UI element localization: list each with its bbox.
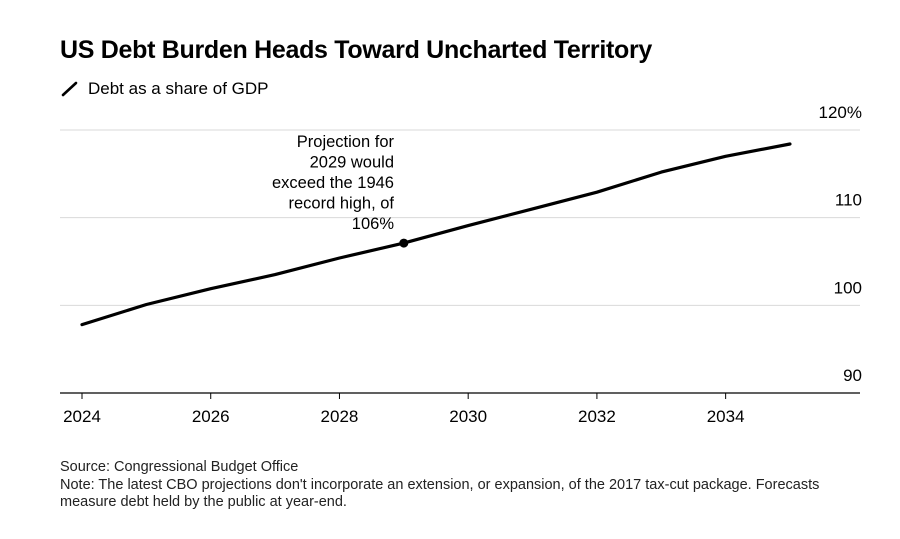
series-layer [80, 142, 792, 327]
x-tick-label: 2032 [578, 407, 616, 426]
annotation-marker [399, 238, 409, 248]
y-tick-label: 90 [843, 366, 862, 385]
annotation-line: 106% [352, 215, 395, 233]
legend-label: Debt as a share of GDP [88, 79, 269, 98]
footnote: Note: The latest CBO projections don't i… [60, 476, 820, 511]
chart-footer: Source: Congressional Budget Office Note… [60, 459, 850, 512]
y-tick-label: 100 [834, 278, 862, 297]
source-note: Source: Congressional Budget Office [60, 459, 299, 475]
chart-legend: Debt as a share of GDP [60, 79, 268, 99]
chart-title: US Debt Burden Heads Toward Uncharted Te… [60, 36, 653, 64]
x-tick-label: 2034 [707, 407, 745, 426]
series-line [80, 142, 792, 327]
y-tick-label: 120% [819, 103, 862, 122]
x-tick-label: 2024 [63, 407, 101, 426]
legend-line-icon [61, 81, 78, 97]
x-tick-label: 2026 [192, 407, 230, 426]
line-chart: 2024 2026 2028 2030 2032 2034 120% 110 100 90 Pr… [60, 103, 862, 426]
annotation-line: Projection for [297, 133, 395, 151]
x-axis: 2024 2026 2028 2030 2032 2034 [60, 392, 860, 426]
y-tick-label: 110 [835, 191, 862, 210]
x-tick-label: 2028 [321, 407, 359, 426]
annotation-line: 2029 would [310, 154, 394, 172]
x-tick-label: 2030 [449, 407, 487, 426]
annotation: Projection for 2029 would exceed the 1946 r… [272, 133, 409, 248]
gridlines [60, 129, 860, 306]
y-axis-labels: 120% 110 100 90 [819, 103, 862, 385]
annotation-line: exceed the 1946 [272, 174, 394, 192]
annotation-line: record high, of [289, 195, 395, 213]
